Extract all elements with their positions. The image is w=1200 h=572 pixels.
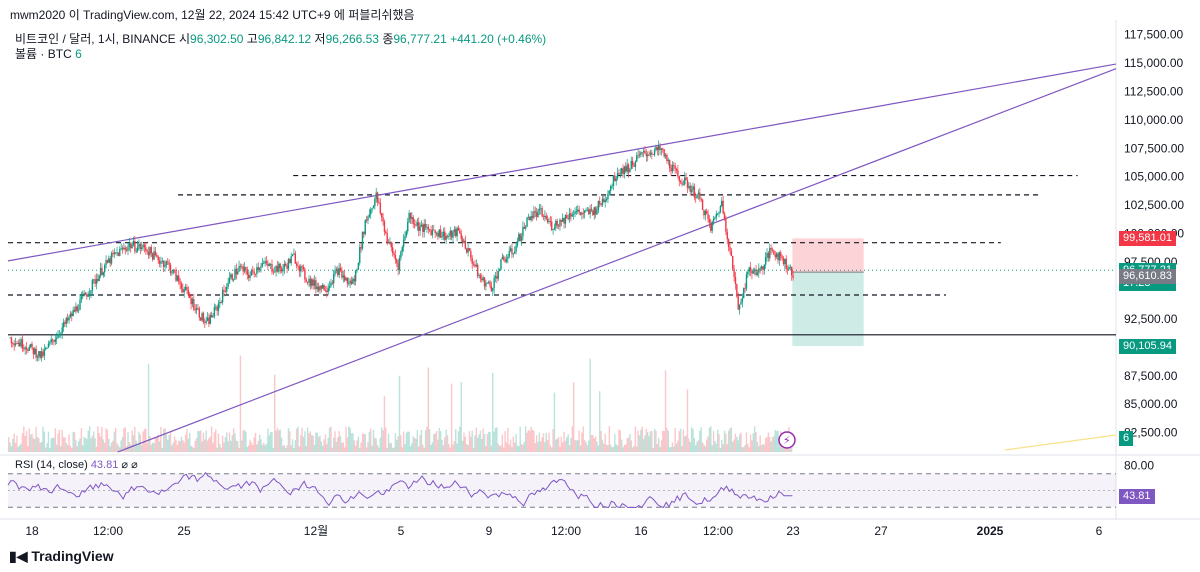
rsi-line (7, 471, 793, 509)
time-tick-label: 9 (486, 524, 493, 538)
rsi-value: 43.81 (90, 459, 119, 471)
stop-loss-zone (792, 238, 864, 273)
price-tick-label: 87,500.00 (1124, 369, 1178, 383)
yellow-line (1004, 434, 1117, 451)
logo-text: TradingView (31, 548, 114, 564)
price-badge: 90,105.94 (1119, 339, 1176, 355)
price-badge: 6 (1119, 431, 1134, 447)
volume-legend[interactable]: 볼륨 · BTC 6 (15, 45, 82, 62)
time-tick-label: 2025 (977, 524, 1004, 538)
time-tick-label: 12월 (304, 524, 328, 538)
tv-logo-icon: ▮◀ (9, 548, 28, 564)
change-value: +441.20 (+0.46%) (450, 32, 547, 46)
rsi-value-badge: 43.81 (1119, 488, 1155, 504)
time-tick-label: 25 (177, 524, 191, 538)
volume-bars (8, 355, 793, 452)
price-badge: 99,581.01 (1119, 231, 1176, 247)
volume-value: 6 (75, 47, 82, 61)
price-tick-label: 115,000.00 (1124, 56, 1183, 70)
price-tick-label: 82,500.00 (1124, 426, 1178, 440)
price-tick-label: 107,500.00 (1124, 141, 1184, 155)
trend-line (117, 68, 1117, 453)
rsi-settings-icons[interactable]: ⌀ ⌀ (121, 459, 138, 471)
price-tick-label: 112,500.00 (1124, 84, 1183, 98)
time-tick-label: 27 (874, 524, 888, 538)
open-label: 시 (178, 32, 191, 46)
publish-header: mwm2020 이 TradingView.com, 12월 22, 2024 … (10, 8, 415, 22)
time-tick-label: 6 (1096, 524, 1103, 538)
time-tick-label: 16 (634, 524, 648, 538)
candles (9, 140, 794, 362)
time-tick-label: 12:00 (703, 524, 733, 538)
time-tick-label: 18 (25, 524, 39, 538)
price-tick-label: 117,500.00 (1124, 28, 1183, 42)
rsi-tick-label: 80.00 (1124, 458, 1154, 472)
trend-line (7, 63, 1117, 262)
rsi-label: RSI (14, close) (15, 459, 88, 471)
price-badge: 96,610.83 (1119, 268, 1176, 284)
high-label: 고 (246, 32, 258, 46)
rsi-legend[interactable]: RSI (14, close) 43.81 ⌀ ⌀ (15, 458, 138, 471)
price-tick-label: 110,000.00 (1124, 113, 1183, 127)
low-value: 96,266.53 (325, 32, 379, 46)
open-value: 96,302.50 (190, 32, 244, 46)
lightning-icon (778, 431, 796, 449)
time-tick-label: 12:00 (551, 524, 581, 538)
price-tick-label: 92,500.00 (1124, 312, 1178, 326)
price-tick-label: 85,000.00 (1124, 397, 1178, 411)
close-label: 종 (382, 32, 394, 46)
time-tick-label: 12:00 (93, 524, 123, 538)
tradingview-logo[interactable]: ▮◀ TradingView (9, 548, 114, 565)
time-tick-label: 23 (786, 524, 800, 538)
lightning-glyph: ⚡ (783, 434, 791, 447)
symbol-legend: 비트코인 / 달러, 1시, BINANCE 시96,302.50 고96,84… (15, 30, 546, 47)
price-tick-label: 102,500.00 (1124, 198, 1184, 212)
volume-label: 볼륨 · BTC (15, 47, 72, 61)
price-tick-label: 105,000.00 (1124, 170, 1184, 184)
low-label: 저 (314, 32, 326, 46)
close-value: 96,777.21 (393, 32, 447, 46)
time-tick-label: 5 (398, 524, 405, 538)
symbol-name[interactable]: 비트코인 / 달러, 1시, BINANCE (15, 32, 176, 46)
high-value: 96,842.12 (257, 32, 312, 46)
take-profit-zone (792, 272, 864, 347)
